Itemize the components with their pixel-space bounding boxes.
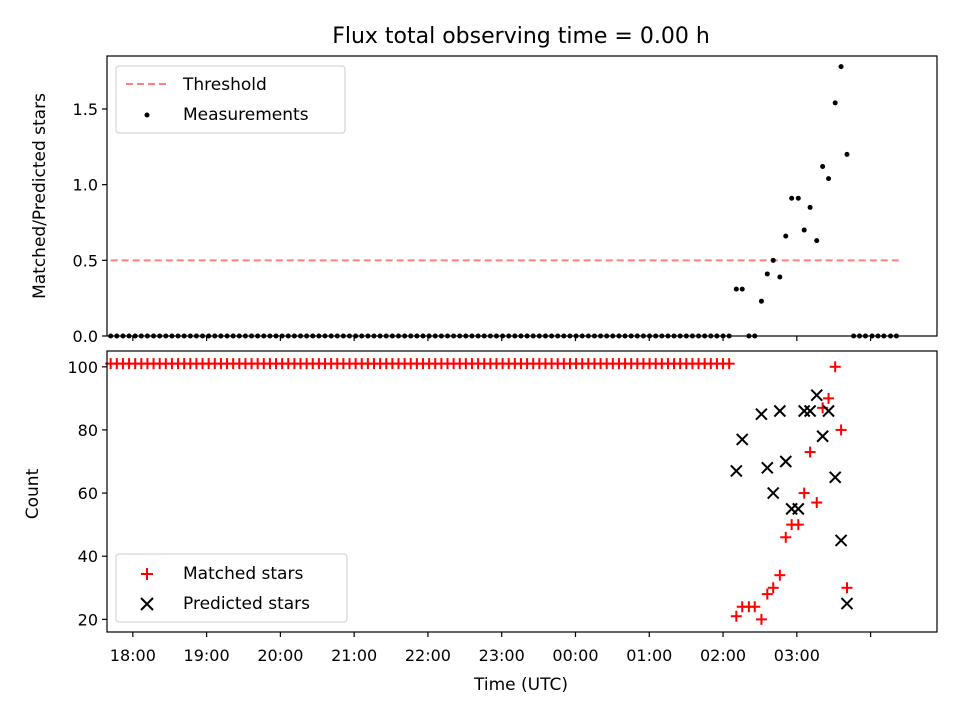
measurement-point (758, 298, 764, 304)
predicted-star-point (755, 407, 768, 421)
x-tick-label: 21:00 (331, 646, 377, 665)
x-tick-label: 01:00 (626, 646, 672, 665)
predicted-star-point (736, 433, 749, 446)
top-x-ticks (132, 336, 872, 341)
bottom-y-tick-label: 60 (78, 484, 98, 503)
predicted-star-point (803, 404, 817, 418)
measurement-point (783, 233, 789, 239)
matched-star-point (723, 358, 735, 370)
bottom-y-tick-label: 20 (78, 610, 98, 629)
x-tick-label: 22:00 (405, 646, 451, 665)
top-y-tick-label: 0.0 (73, 327, 98, 346)
measurement-point (770, 257, 776, 263)
bottom-legend-frame (115, 553, 348, 623)
measurement-point (844, 151, 850, 157)
measurement-point (814, 238, 820, 244)
measurement-point (807, 204, 813, 210)
matched-star-point (767, 582, 779, 594)
predicted-star-point (797, 404, 811, 418)
matched-star-point (798, 487, 810, 499)
predicted-star-point (767, 486, 780, 500)
matched-star-point (841, 582, 853, 594)
top-y-tick-label: 1.5 (73, 100, 98, 119)
predicted-star-point (822, 404, 835, 418)
legend-matched-label: Matched stars (183, 564, 303, 584)
bottom-axes-frame (106, 350, 938, 633)
top-legend-frame (115, 65, 346, 134)
matched-star-point (761, 588, 773, 600)
measurement-point (826, 176, 832, 182)
measurement-point (733, 286, 739, 292)
matched-star-point (835, 424, 847, 436)
predicted-star-point (840, 597, 854, 610)
predicted-star-point (816, 430, 829, 443)
x-tick-label: 20:00 (257, 646, 303, 665)
matched-star-point (823, 392, 835, 404)
matched-star-point (804, 446, 816, 458)
legend-measurements-label: Measurements (183, 105, 309, 125)
x-tick-label: 03:00 (774, 646, 820, 665)
matched-star-point (774, 569, 786, 581)
bottom-y-ticks: 20 40 60 80 100 (67, 358, 107, 629)
bottom-y-tick-label: 40 (78, 547, 98, 566)
bottom-y-tick-label: 100 (67, 358, 98, 377)
bottom-x-ticks: 18:00 19:00 20:00 21:00 22:00 23:00 00:00 01:00… (110, 632, 872, 665)
top-legend: Threshold Measurements (115, 65, 346, 134)
top-y-axis-label: Matched/Predicted stars (30, 93, 50, 299)
matched-star-point (780, 531, 792, 543)
matched-star-point (755, 613, 767, 625)
predicted-star-point (761, 461, 774, 475)
chart-title: Flux total observing time = 0.00 h (332, 24, 710, 49)
legend-predicted-label: Predicted stars (183, 594, 310, 614)
predicted-star-point (730, 464, 743, 478)
measurement-point (801, 227, 807, 233)
x-tick-label: 19:00 (184, 646, 230, 665)
predicted-star-point (834, 534, 848, 547)
bottom-plot-area (105, 358, 854, 625)
measurement-point (820, 163, 826, 169)
measurement-point (838, 64, 844, 70)
measurement-point (764, 271, 770, 277)
x-tick-label: 02:00 (700, 646, 746, 665)
matched-star-point (829, 361, 841, 373)
x-tick-label: 23:00 (479, 646, 525, 665)
predicted-star-point (773, 404, 787, 418)
predicted-star-point (828, 471, 842, 484)
bottom-legend: Matched stars Predicted stars (115, 553, 348, 623)
matched-star-point (730, 610, 742, 622)
measurement-point (789, 195, 795, 201)
legend-matched-swatch (141, 568, 153, 580)
top-axes-frame (106, 55, 938, 337)
top-y-ticks: 0.0 0.5 1.0 1.5 (73, 100, 107, 346)
legend-predicted-swatch (140, 597, 154, 611)
matched-star-point (749, 601, 761, 613)
top-y-tick-label: 1.0 (73, 176, 98, 195)
predicted-star-point (779, 455, 792, 468)
measurement-point (795, 195, 801, 201)
top-y-tick-label: 0.5 (73, 251, 98, 270)
bottom-y-tick-label: 80 (78, 421, 98, 440)
measurement-point (832, 100, 838, 106)
legend-threshold-label: Threshold (182, 75, 267, 95)
x-tick-label: 18:00 (110, 646, 156, 665)
legend-measurements-swatch (144, 112, 150, 118)
measurement-point (777, 274, 783, 280)
bottom-y-axis-label: Count (23, 468, 43, 519)
x-axis-label: Time (UTC) (473, 675, 568, 695)
predicted-star-point (810, 388, 823, 402)
measurement-point (739, 286, 745, 292)
matched-star-point (792, 519, 804, 531)
matched-star-point (811, 497, 823, 509)
predicted-star-point (792, 502, 805, 516)
x-tick-label: 00:00 (552, 646, 598, 665)
